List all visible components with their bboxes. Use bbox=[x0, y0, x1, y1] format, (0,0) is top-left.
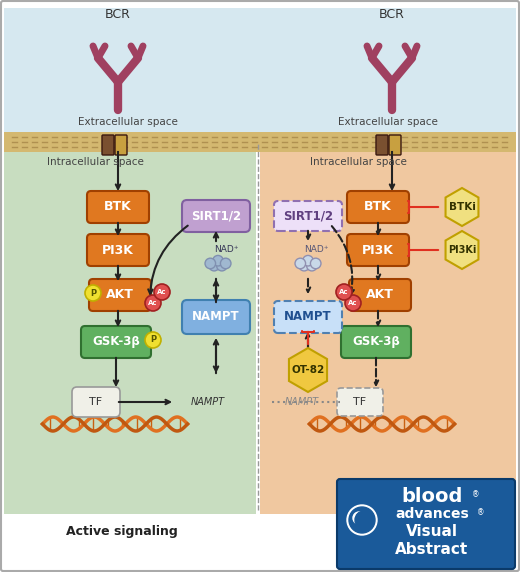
Text: PI3K: PI3K bbox=[102, 244, 134, 256]
Text: Nucleus: Nucleus bbox=[370, 485, 410, 495]
Circle shape bbox=[336, 284, 352, 300]
FancyBboxPatch shape bbox=[4, 142, 256, 514]
Text: Ac: Ac bbox=[339, 289, 349, 295]
Text: TF: TF bbox=[89, 397, 102, 407]
FancyBboxPatch shape bbox=[81, 326, 151, 358]
Circle shape bbox=[349, 507, 375, 533]
Text: NAD⁺: NAD⁺ bbox=[304, 245, 328, 255]
Text: Active signaling: Active signaling bbox=[66, 526, 178, 538]
Text: PI3K: PI3K bbox=[362, 244, 394, 256]
Text: NAMPT: NAMPT bbox=[192, 311, 240, 324]
Circle shape bbox=[295, 258, 306, 269]
Circle shape bbox=[220, 258, 231, 269]
Text: NAMPT: NAMPT bbox=[284, 311, 332, 324]
Text: TF: TF bbox=[354, 397, 367, 407]
Text: OT-82: OT-82 bbox=[291, 365, 324, 375]
FancyBboxPatch shape bbox=[182, 200, 250, 232]
Text: Ac: Ac bbox=[148, 300, 158, 306]
Circle shape bbox=[145, 295, 161, 311]
Text: BTK: BTK bbox=[364, 201, 392, 213]
FancyBboxPatch shape bbox=[87, 234, 149, 266]
Circle shape bbox=[303, 256, 313, 266]
Circle shape bbox=[213, 256, 223, 266]
Text: NAMPT: NAMPT bbox=[191, 397, 225, 407]
FancyBboxPatch shape bbox=[349, 279, 411, 311]
Text: Ac: Ac bbox=[157, 289, 167, 295]
Text: Visual: Visual bbox=[406, 525, 458, 539]
Text: Abstract: Abstract bbox=[395, 542, 469, 558]
FancyBboxPatch shape bbox=[376, 135, 388, 155]
Text: AKT: AKT bbox=[106, 288, 134, 301]
FancyBboxPatch shape bbox=[87, 191, 149, 223]
Text: BCR: BCR bbox=[379, 7, 405, 21]
Circle shape bbox=[209, 260, 219, 271]
Circle shape bbox=[145, 332, 161, 348]
FancyBboxPatch shape bbox=[347, 191, 409, 223]
FancyBboxPatch shape bbox=[274, 201, 342, 231]
FancyBboxPatch shape bbox=[389, 135, 401, 155]
Text: GSK-3β: GSK-3β bbox=[92, 336, 140, 348]
Text: BCR: BCR bbox=[105, 7, 131, 21]
Text: Ac: Ac bbox=[348, 300, 358, 306]
Circle shape bbox=[307, 260, 317, 271]
FancyBboxPatch shape bbox=[341, 326, 411, 358]
Circle shape bbox=[154, 284, 170, 300]
Circle shape bbox=[353, 512, 365, 524]
Text: BTK: BTK bbox=[104, 201, 132, 213]
Text: SIRT1/2: SIRT1/2 bbox=[283, 209, 333, 223]
FancyBboxPatch shape bbox=[274, 301, 342, 333]
Polygon shape bbox=[446, 231, 478, 269]
Text: Intracellular space: Intracellular space bbox=[47, 157, 144, 167]
Polygon shape bbox=[446, 188, 478, 226]
Circle shape bbox=[310, 258, 321, 269]
FancyBboxPatch shape bbox=[337, 388, 383, 416]
Text: ®: ® bbox=[477, 509, 485, 518]
Circle shape bbox=[85, 285, 101, 301]
Text: PI3Ki: PI3Ki bbox=[448, 245, 476, 255]
FancyBboxPatch shape bbox=[4, 8, 516, 142]
Text: Extracellular space: Extracellular space bbox=[78, 117, 178, 127]
Text: blood: blood bbox=[401, 487, 463, 506]
Text: advances: advances bbox=[395, 507, 469, 521]
Text: SIRT1/2: SIRT1/2 bbox=[191, 209, 241, 223]
FancyBboxPatch shape bbox=[102, 135, 114, 155]
Text: P: P bbox=[150, 336, 156, 344]
Text: NAD⁺: NAD⁺ bbox=[214, 245, 238, 255]
Circle shape bbox=[216, 260, 227, 271]
Text: AKT: AKT bbox=[366, 288, 394, 301]
FancyBboxPatch shape bbox=[260, 142, 516, 514]
Text: ®: ® bbox=[472, 491, 480, 499]
FancyBboxPatch shape bbox=[182, 300, 250, 334]
FancyBboxPatch shape bbox=[72, 387, 120, 417]
Polygon shape bbox=[289, 348, 327, 392]
FancyBboxPatch shape bbox=[337, 479, 515, 569]
Circle shape bbox=[205, 258, 216, 269]
Text: Extracellular space: Extracellular space bbox=[338, 117, 438, 127]
Text: GSK-3β: GSK-3β bbox=[352, 336, 400, 348]
Text: Blocked signaling: Blocked signaling bbox=[334, 526, 458, 538]
Text: P: P bbox=[90, 288, 96, 297]
Circle shape bbox=[355, 511, 373, 529]
FancyBboxPatch shape bbox=[4, 132, 516, 152]
FancyBboxPatch shape bbox=[115, 135, 127, 155]
Text: Intracellular space: Intracellular space bbox=[309, 157, 407, 167]
FancyBboxPatch shape bbox=[347, 234, 409, 266]
Text: BTKi: BTKi bbox=[449, 202, 475, 212]
Circle shape bbox=[347, 505, 377, 535]
Text: NAMPT: NAMPT bbox=[285, 397, 319, 407]
Circle shape bbox=[345, 295, 361, 311]
Circle shape bbox=[299, 260, 309, 271]
FancyBboxPatch shape bbox=[89, 279, 151, 311]
